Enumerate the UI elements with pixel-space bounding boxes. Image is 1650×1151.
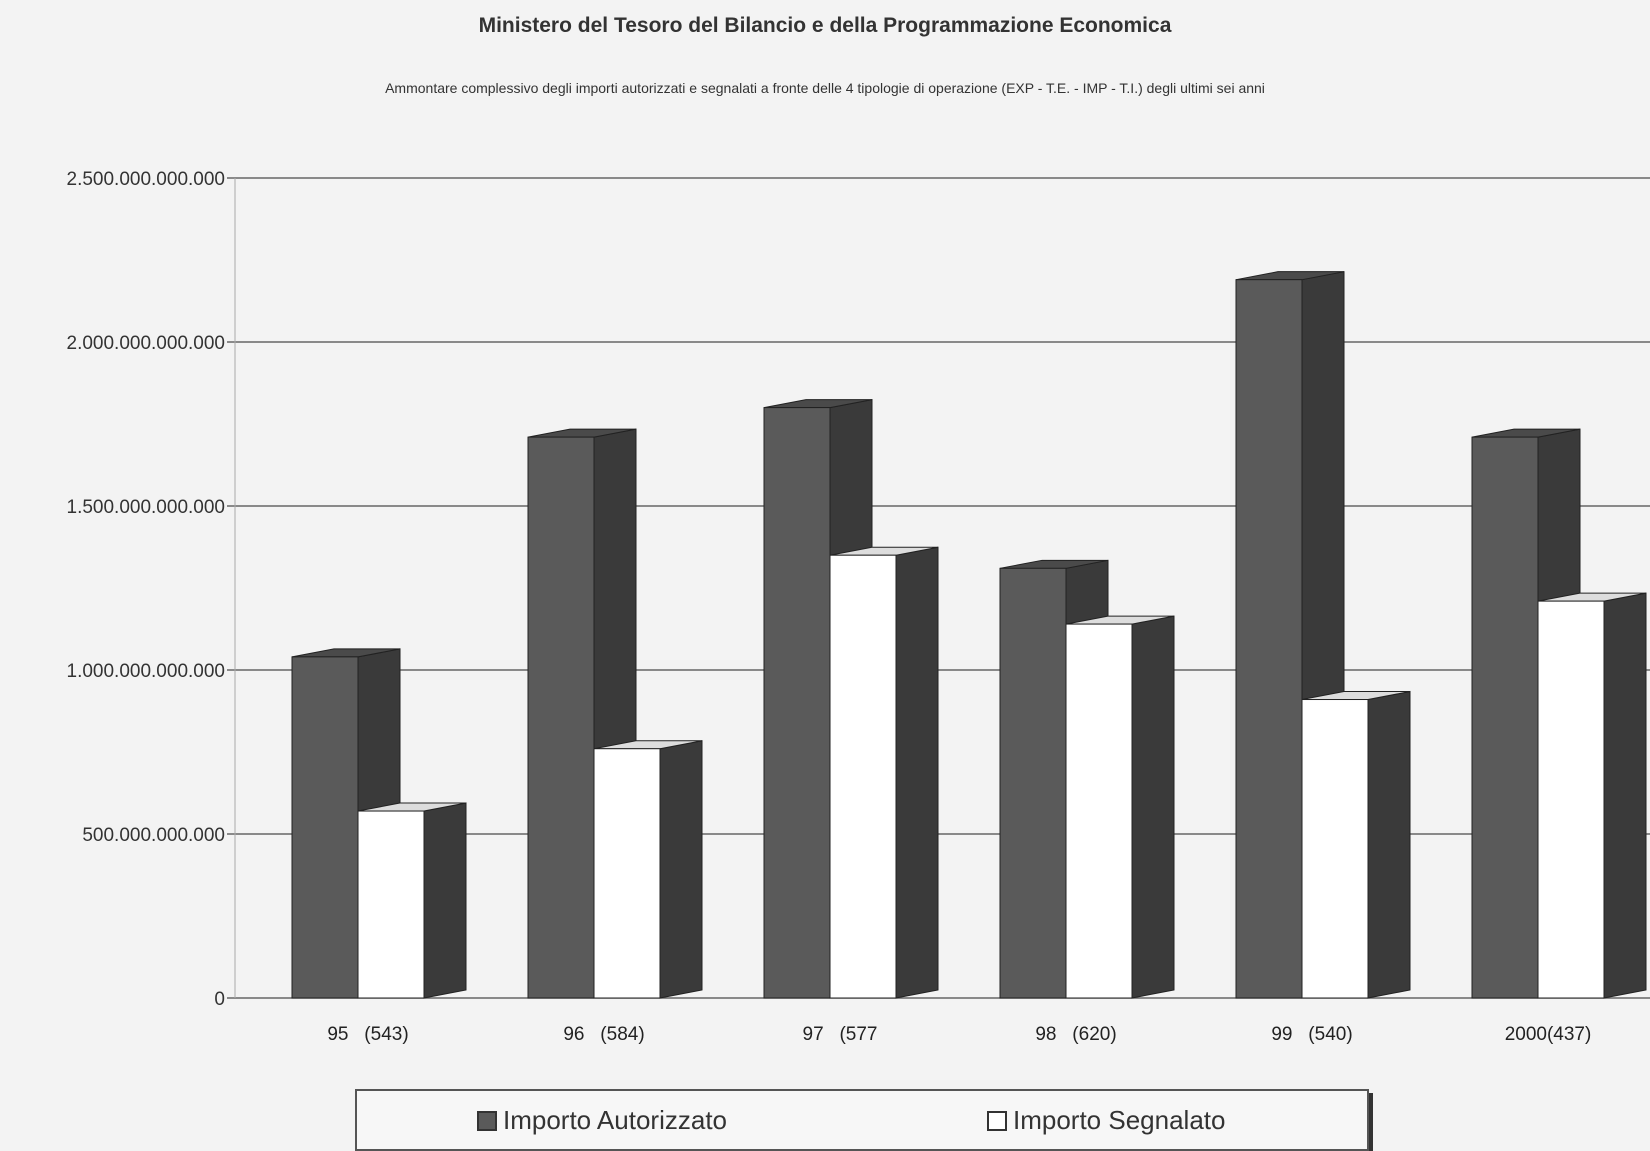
legend-item-autorizzato: Importo Autorizzato — [477, 1105, 727, 1136]
legend-label-segnalato: Importo Segnalato — [1013, 1105, 1226, 1135]
x-tick-label: 98 (620) — [1035, 1024, 1116, 1045]
bar-importo-segnalato — [593, 740, 703, 999]
bar-importo-segnalato — [829, 546, 939, 999]
x-tick-label: 96 (584) — [563, 1024, 644, 1045]
bar-importo-segnalato — [1537, 592, 1647, 999]
legend-swatch-autorizzato — [477, 1110, 497, 1131]
x-tick-label: 95 (543) — [327, 1024, 408, 1045]
bar-importo-segnalato — [357, 802, 467, 999]
y-tick-label: 2.000.000.000.000 — [67, 333, 226, 354]
x-tick-label: 97 (577 — [803, 1024, 878, 1045]
y-tick-label: 0 — [214, 989, 225, 1010]
chart-legend: Importo Autorizzato Importo Segnalato — [355, 1089, 1369, 1151]
chart-title: Ministero del Tesoro del Bilancio e dell… — [478, 14, 1172, 37]
y-tick-label: 500.000.000.000 — [82, 825, 225, 846]
y-tick-label: 1.000.000.000.000 — [67, 661, 226, 682]
chart-subtitle: Ammontare complessivo degli importi auto… — [385, 80, 1265, 96]
legend-swatch-segnalato — [987, 1110, 1007, 1131]
bar-importo-segnalato — [1065, 615, 1175, 999]
x-tick-label: 99 (540) — [1271, 1024, 1352, 1045]
y-tick-label: 2.500.000.000.000 — [67, 169, 226, 190]
x-tick-label: 2000(437) — [1505, 1024, 1592, 1045]
legend-item-segnalato: Importo Segnalato — [987, 1105, 1225, 1136]
bar-importo-segnalato — [1301, 690, 1411, 999]
y-tick-label: 1.500.000.000.000 — [67, 497, 226, 518]
legend-label-autorizzato: Importo Autorizzato — [503, 1105, 727, 1135]
